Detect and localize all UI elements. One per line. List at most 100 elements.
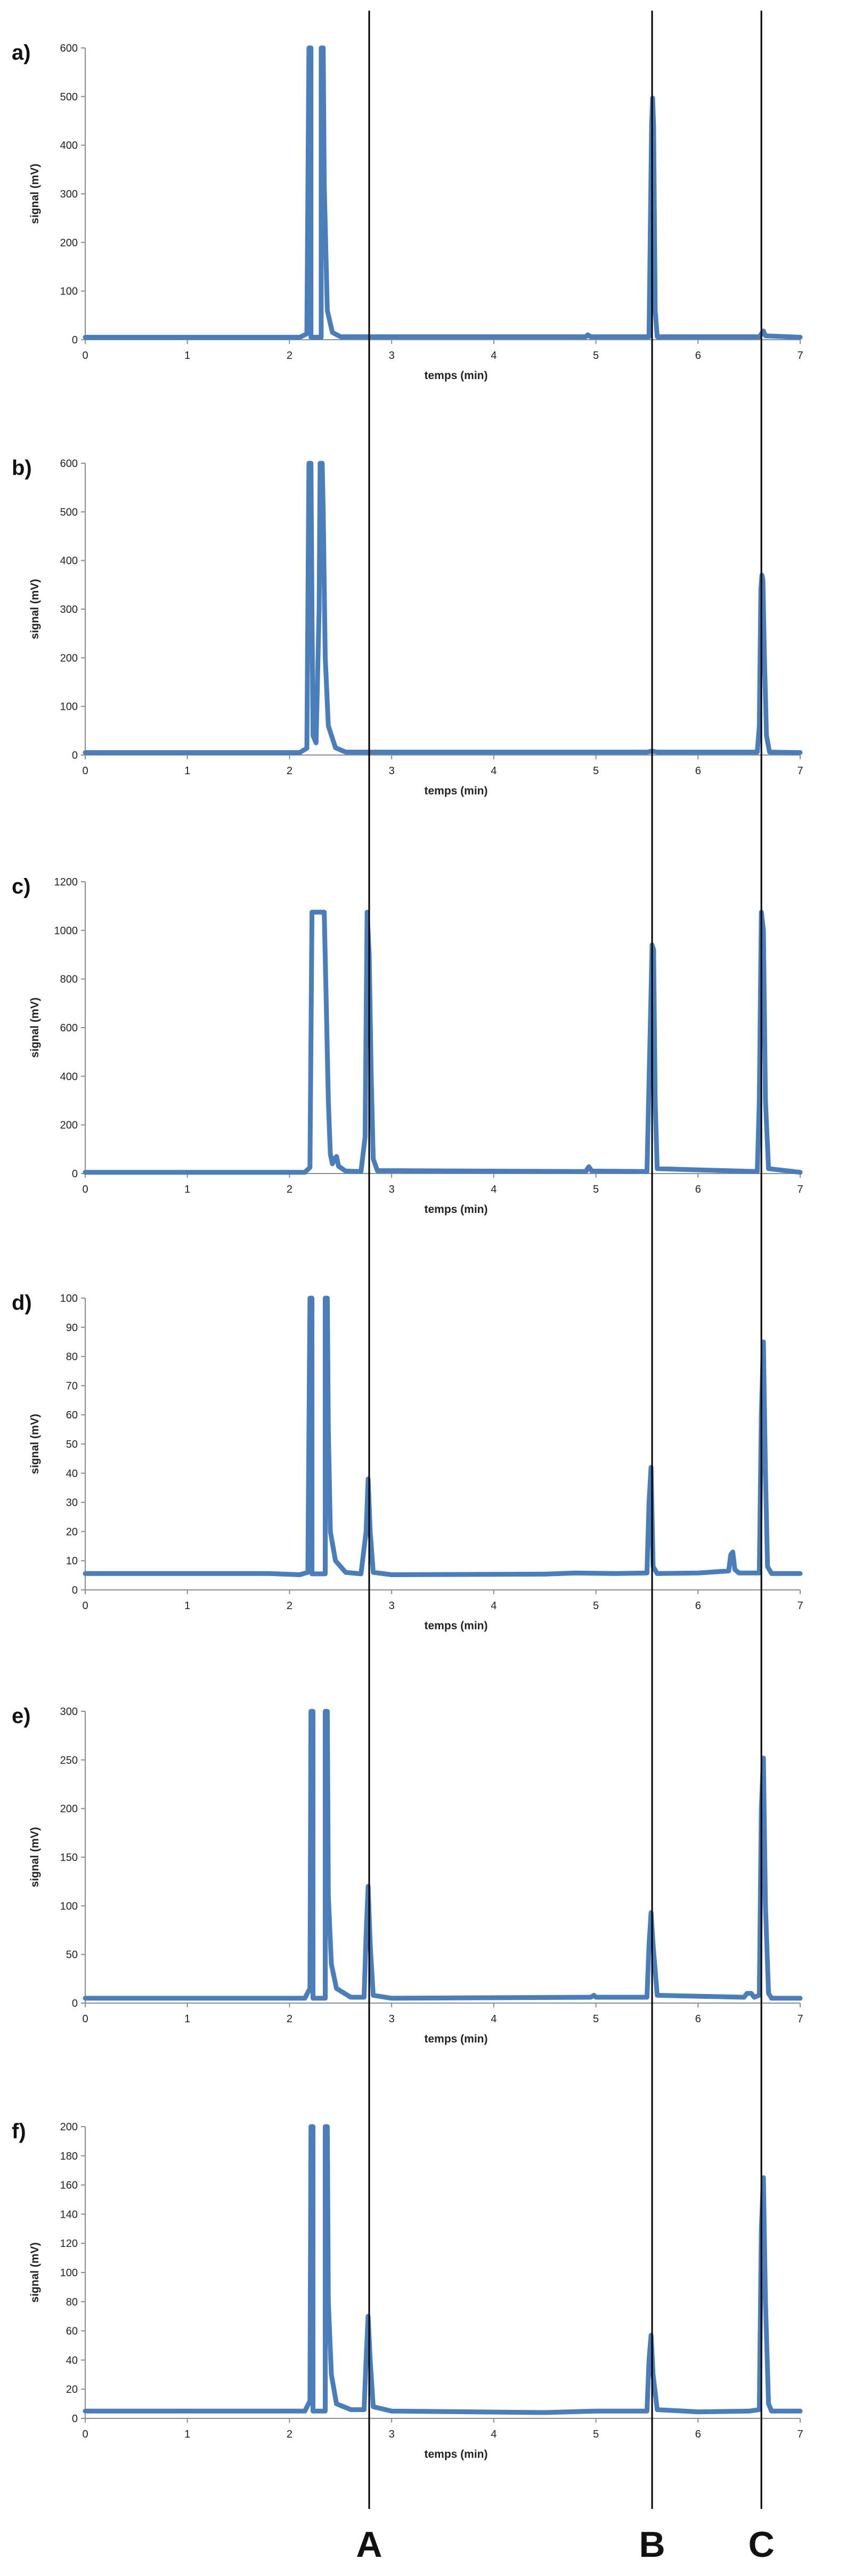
y-tick-label: 30 bbox=[66, 1497, 78, 1509]
series-line bbox=[83, 461, 803, 755]
y-tick-label: 1000 bbox=[54, 925, 78, 937]
y-tick-label: 0 bbox=[72, 334, 78, 346]
y-tick-label: 10 bbox=[66, 1555, 78, 1567]
y-tick-label: 200 bbox=[60, 1803, 78, 1815]
y-tick-label: 120 bbox=[60, 2238, 78, 2250]
x-tick-label: 2 bbox=[287, 1184, 292, 1195]
x-tick-label: 3 bbox=[389, 2013, 395, 2025]
y-tick-label: 40 bbox=[66, 2355, 78, 2366]
y-tick-label: 300 bbox=[60, 1706, 78, 1718]
x-tick-label: 6 bbox=[695, 2013, 701, 2025]
x-tick-label: 0 bbox=[82, 2429, 88, 2440]
x-tick-label: 3 bbox=[389, 350, 395, 362]
x-axis-title: temps (min) bbox=[424, 1203, 487, 1216]
y-tick-label: 600 bbox=[60, 1022, 78, 1034]
y-tick-label: 0 bbox=[72, 750, 78, 761]
y-tick-label: 500 bbox=[60, 91, 78, 103]
x-tick-label: 6 bbox=[695, 765, 701, 777]
x-tick-label: 5 bbox=[593, 1184, 599, 1195]
x-axis-title: temps (min) bbox=[424, 2033, 487, 2045]
x-tick-label: 6 bbox=[695, 2429, 701, 2440]
x-tick-label: 3 bbox=[389, 1600, 395, 1612]
y-tick-label: 200 bbox=[60, 2121, 78, 2133]
y-tick-label: 60 bbox=[66, 1409, 78, 1421]
y-tick-label: 400 bbox=[60, 1071, 78, 1082]
marker-label-c: C bbox=[749, 2524, 775, 2565]
x-tick-label: 5 bbox=[593, 2013, 599, 2025]
x-tick-label: 4 bbox=[491, 1600, 497, 1612]
y-axis-title: signal (mV) bbox=[29, 1414, 41, 1474]
y-tick-label: 80 bbox=[66, 1351, 78, 1363]
x-tick-label: 2 bbox=[287, 2429, 292, 2440]
y-tick-label: 400 bbox=[60, 140, 78, 152]
y-tick-label: 800 bbox=[60, 974, 78, 986]
x-tick-label: 7 bbox=[797, 2429, 803, 2440]
marker-label-a: A bbox=[356, 2524, 382, 2565]
series-line bbox=[83, 1709, 803, 2001]
y-tick-label: 600 bbox=[60, 458, 78, 470]
y-axis-title: signal (mV) bbox=[29, 163, 41, 224]
panel-label: a) bbox=[12, 41, 31, 64]
x-tick-label: 4 bbox=[491, 2429, 497, 2440]
y-tick-label: 100 bbox=[60, 1293, 78, 1305]
x-tick-label: 4 bbox=[491, 350, 497, 362]
x-tick-label: 2 bbox=[287, 765, 292, 777]
x-tick-label: 6 bbox=[695, 1600, 701, 1612]
x-tick-label: 0 bbox=[82, 2013, 88, 2025]
y-tick-label: 20 bbox=[66, 2384, 78, 2395]
y-tick-label: 200 bbox=[60, 1120, 78, 1131]
x-tick-label: 3 bbox=[389, 2429, 395, 2440]
x-tick-label: 5 bbox=[593, 2429, 599, 2440]
x-tick-label: 7 bbox=[797, 2013, 803, 2025]
x-tick-label: 7 bbox=[797, 765, 803, 777]
x-tick-label: 5 bbox=[593, 1600, 599, 1612]
x-tick-label: 4 bbox=[491, 765, 497, 777]
y-tick-label: 300 bbox=[60, 188, 78, 200]
x-axis-title: temps (min) bbox=[424, 2448, 487, 2460]
y-tick-label: 400 bbox=[60, 555, 78, 567]
y-tick-label: 140 bbox=[60, 2209, 78, 2220]
y-axis-title: signal (mV) bbox=[29, 1827, 41, 1887]
x-axis-title: temps (min) bbox=[424, 785, 487, 797]
y-tick-label: 60 bbox=[66, 2326, 78, 2337]
y-axis-title: signal (mV) bbox=[29, 579, 41, 639]
panel-label: b) bbox=[12, 456, 32, 480]
y-tick-label: 300 bbox=[60, 604, 78, 616]
x-tick-label: 0 bbox=[82, 1184, 88, 1195]
x-tick-label: 2 bbox=[287, 2013, 292, 2025]
x-tick-label: 0 bbox=[82, 1600, 88, 1612]
y-tick-label: 100 bbox=[60, 1900, 78, 1912]
panel-label: c) bbox=[12, 875, 31, 898]
y-tick-label: 20 bbox=[66, 1526, 78, 1538]
x-tick-label: 1 bbox=[184, 2013, 190, 2025]
x-tick-label: 3 bbox=[389, 1184, 395, 1195]
y-tick-label: 0 bbox=[72, 1168, 78, 1180]
x-tick-label: 5 bbox=[593, 350, 599, 362]
y-tick-label: 180 bbox=[60, 2151, 78, 2162]
y-tick-label: 70 bbox=[66, 1380, 78, 1392]
series-line bbox=[83, 1295, 803, 1577]
y-tick-label: 100 bbox=[60, 286, 78, 298]
x-tick-label: 7 bbox=[797, 350, 803, 362]
x-tick-label: 3 bbox=[389, 765, 395, 777]
y-tick-label: 500 bbox=[60, 506, 78, 518]
x-tick-label: 4 bbox=[491, 2013, 497, 2025]
y-tick-label: 200 bbox=[60, 237, 78, 249]
y-tick-label: 250 bbox=[60, 1754, 78, 1766]
y-tick-label: 0 bbox=[72, 1585, 78, 1596]
y-tick-label: 0 bbox=[72, 2413, 78, 2425]
x-tick-label: 2 bbox=[287, 350, 292, 362]
y-tick-label: 0 bbox=[72, 1998, 78, 2009]
y-tick-label: 1200 bbox=[54, 876, 78, 888]
x-tick-label: 2 bbox=[287, 1600, 292, 1612]
panel-label: d) bbox=[12, 1291, 32, 1315]
y-tick-label: 100 bbox=[60, 701, 78, 713]
x-axis-title: temps (min) bbox=[424, 370, 487, 382]
y-tick-label: 80 bbox=[66, 2296, 78, 2308]
y-axis-title: signal (mV) bbox=[29, 2242, 41, 2302]
x-tick-label: 7 bbox=[797, 1184, 803, 1195]
x-tick-label: 0 bbox=[82, 765, 88, 777]
x-tick-label: 1 bbox=[184, 1600, 190, 1612]
y-tick-label: 90 bbox=[66, 1322, 78, 1334]
